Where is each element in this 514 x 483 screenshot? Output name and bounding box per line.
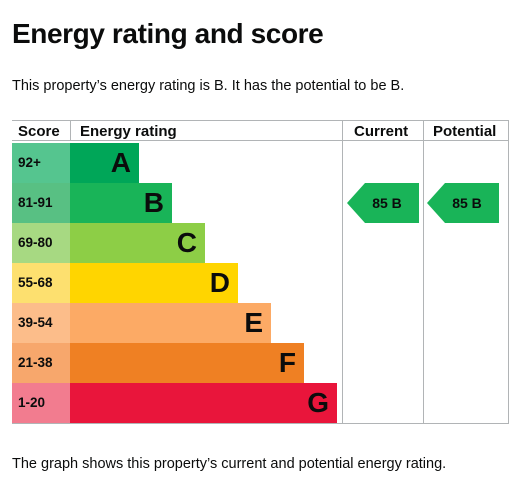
current-column-header: Current <box>354 123 409 140</box>
score-divider <box>70 120 71 141</box>
graph-bottom-border <box>12 423 509 424</box>
rating-band-e: 39-54 E <box>12 303 342 343</box>
rating-summary: This property’s energy rating is B. It h… <box>12 78 405 94</box>
band-letter: D <box>209 267 230 298</box>
rating-band-b: 81-91 B <box>12 183 342 223</box>
rating-band-f: 21-38 F <box>12 343 342 383</box>
band-letter: B <box>143 187 164 218</box>
graph-header-row: Score Energy rating Current Potential <box>12 120 509 141</box>
band-letter: C <box>176 227 197 258</box>
potential-rating-label: 85 B <box>452 195 482 211</box>
rating-band-c: 69-80 C <box>12 223 342 263</box>
energy-rating-graph: Score Energy rating Current Potential 92… <box>12 120 509 424</box>
band-score-range: 39-54 <box>12 303 70 343</box>
band-bar: E <box>70 303 271 343</box>
current-divider <box>342 120 343 424</box>
band-score-range: 92+ <box>12 143 70 183</box>
band-score-range: 55-68 <box>12 263 70 303</box>
band-bar: F <box>70 343 304 383</box>
band-score-range: 81-91 <box>12 183 70 223</box>
rating-band-a: 92+ A <box>12 143 342 183</box>
band-letter: E <box>244 307 263 338</box>
rating-band-g: 1-20 G <box>12 383 342 423</box>
band-bar: A <box>70 143 139 183</box>
potential-divider <box>423 120 424 424</box>
band-score-range: 21-38 <box>12 343 70 383</box>
band-letter: G <box>307 387 329 418</box>
score-column-header: Score <box>18 123 60 140</box>
potential-column-header: Potential <box>433 123 497 140</box>
band-bar: G <box>70 383 337 423</box>
band-letter: F <box>278 347 296 378</box>
band-score-range: 1-20 <box>12 383 70 423</box>
potential-rating-arrow: 85 B <box>427 183 499 223</box>
band-letter: A <box>110 147 131 178</box>
rating-band-d: 55-68 D <box>12 263 342 303</box>
current-rating-label: 85 B <box>372 195 402 211</box>
page-title: Energy rating and score <box>12 18 324 49</box>
band-score-range: 69-80 <box>12 223 70 263</box>
right-border <box>508 120 509 424</box>
band-bar: D <box>70 263 238 303</box>
band-bar: B <box>70 183 172 223</box>
energy-rating-column-header: Energy rating <box>80 123 177 140</box>
current-rating-arrow: 85 B <box>347 183 419 223</box>
graph-description: The graph shows this property’s current … <box>12 456 447 472</box>
band-bar: C <box>70 223 205 263</box>
